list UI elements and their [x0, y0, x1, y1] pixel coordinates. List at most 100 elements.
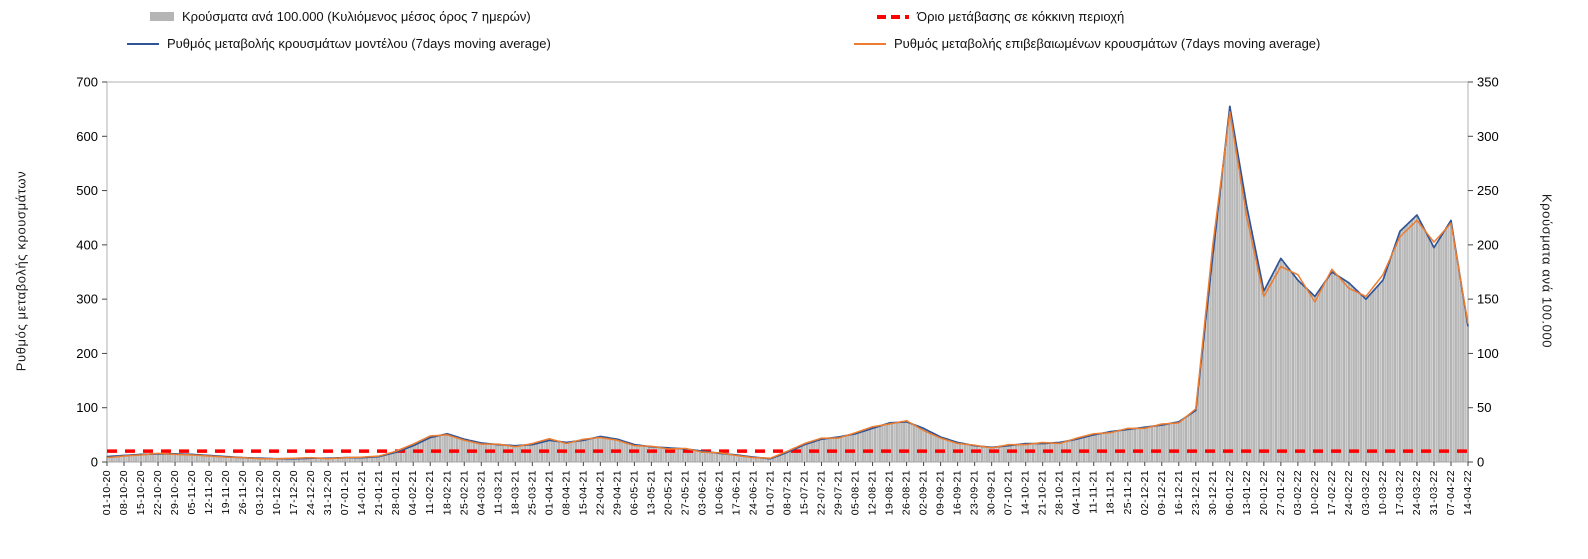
svg-text:13-05-21: 13-05-21 [645, 470, 657, 515]
svg-text:04-02-21: 04-02-21 [407, 470, 419, 515]
bars-series-cases-per-100k [106, 105, 1469, 463]
svg-text:07-04-22: 07-04-22 [1445, 470, 1457, 515]
svg-text:350: 350 [1477, 75, 1499, 90]
svg-text:24-12-20: 24-12-20 [305, 470, 317, 515]
svg-text:31-12-20: 31-12-20 [322, 470, 334, 515]
svg-text:20-01-22: 20-01-22 [1258, 470, 1270, 515]
svg-text:27-05-21: 27-05-21 [679, 470, 691, 515]
svg-text:03-02-22: 03-02-22 [1292, 470, 1304, 515]
svg-text:01-10-20: 01-10-20 [101, 470, 113, 515]
blue-line-swatch-icon [127, 42, 159, 45]
svg-text:10-02-22: 10-02-22 [1309, 470, 1321, 515]
svg-text:02-12-21: 02-12-21 [1139, 470, 1151, 515]
svg-text:26-11-20: 26-11-20 [237, 470, 249, 514]
svg-text:14-01-21: 14-01-21 [356, 470, 368, 515]
svg-text:01-07-21: 01-07-21 [764, 470, 776, 515]
legend-label-model-rate: Ρυθμός μεταβολής κρουσμάτων μοντέλου (7d… [167, 36, 551, 51]
svg-text:19-08-21: 19-08-21 [884, 470, 896, 515]
svg-text:700: 700 [76, 75, 98, 90]
svg-text:22-04-21: 22-04-21 [594, 470, 606, 515]
confirmed-rate-line [106, 111, 1469, 460]
svg-text:27-01-22: 27-01-22 [1275, 470, 1287, 515]
svg-text:15-07-21: 15-07-21 [799, 470, 811, 515]
svg-text:17-02-22: 17-02-22 [1326, 470, 1338, 515]
svg-text:200: 200 [1477, 237, 1499, 252]
svg-text:03-03-22: 03-03-22 [1360, 470, 1372, 515]
legend-item-cases-per-100k: Κρούσματα ανά 100.000 (Κυλιόμενος μέσος … [150, 10, 531, 23]
svg-text:50: 50 [1477, 400, 1491, 415]
svg-text:100: 100 [1477, 346, 1499, 361]
svg-text:09-12-21: 09-12-21 [1156, 470, 1168, 515]
svg-text:30-12-21: 30-12-21 [1207, 470, 1219, 515]
dashed-line-swatch-icon [877, 14, 909, 19]
svg-text:18-03-21: 18-03-21 [509, 470, 521, 515]
svg-text:22-10-20: 22-10-20 [152, 470, 164, 515]
svg-text:100: 100 [76, 400, 98, 415]
svg-text:04-11-21: 04-11-21 [1071, 470, 1083, 514]
svg-text:14-10-21: 14-10-21 [1020, 470, 1032, 515]
svg-text:03-12-20: 03-12-20 [254, 470, 266, 515]
svg-text:20-05-21: 20-05-21 [662, 470, 674, 515]
svg-text:28-10-21: 28-10-21 [1054, 470, 1066, 515]
svg-text:24-03-22: 24-03-22 [1411, 470, 1423, 515]
svg-text:07-10-21: 07-10-21 [1003, 470, 1015, 515]
svg-text:0: 0 [1477, 455, 1484, 470]
svg-text:18-02-21: 18-02-21 [441, 470, 453, 515]
svg-text:13-01-22: 13-01-22 [1241, 470, 1253, 515]
svg-text:17-12-20: 17-12-20 [288, 470, 300, 515]
svg-text:29-07-21: 29-07-21 [833, 470, 845, 515]
svg-text:15-10-20: 15-10-20 [135, 470, 147, 515]
svg-text:04-03-21: 04-03-21 [475, 470, 487, 515]
svg-text:25-11-21: 25-11-21 [1122, 470, 1134, 514]
svg-text:23-09-21: 23-09-21 [969, 470, 981, 515]
svg-text:09-09-21: 09-09-21 [935, 470, 947, 515]
svg-text:10-12-20: 10-12-20 [271, 470, 283, 515]
svg-text:24-06-21: 24-06-21 [747, 470, 759, 515]
legend-label-red-threshold: Όριο μετάβασης σε κόκκινη περιοχή [917, 9, 1125, 24]
svg-text:21-10-21: 21-10-21 [1037, 470, 1049, 515]
legend-item-confirmed-rate: Ρυθμός μεταβολής επιβεβαιωμένων κρουσμάτ… [854, 37, 1320, 50]
svg-text:300: 300 [1477, 129, 1499, 144]
svg-text:600: 600 [76, 129, 98, 144]
legend-label-cases-per-100k: Κρούσματα ανά 100.000 (Κυλιόμενος μέσος … [182, 9, 531, 24]
svg-text:06-05-21: 06-05-21 [628, 470, 640, 515]
svg-text:03-06-21: 03-06-21 [696, 470, 708, 515]
svg-text:17-03-22: 17-03-22 [1394, 470, 1406, 515]
svg-text:31-03-22: 31-03-22 [1428, 470, 1440, 515]
bar-series-swatch-icon [150, 12, 174, 21]
svg-text:22-07-21: 22-07-21 [816, 470, 828, 515]
svg-text:10-03-22: 10-03-22 [1377, 470, 1389, 515]
svg-text:30-09-21: 30-09-21 [986, 470, 998, 515]
svg-text:15-04-21: 15-04-21 [577, 470, 589, 515]
svg-text:11-02-21: 11-02-21 [424, 470, 436, 514]
x-axis-date-labels: 01-10-20 08-10-20 15-10-20 22-10-20 29-10-20… [101, 462, 1474, 515]
svg-text:01-04-21: 01-04-21 [543, 470, 555, 515]
svg-text:200: 200 [76, 346, 98, 361]
svg-text:29-04-21: 29-04-21 [611, 470, 623, 515]
orange-line-swatch-icon [854, 42, 886, 45]
svg-text:300: 300 [76, 292, 98, 307]
svg-text:150: 150 [1477, 292, 1499, 307]
svg-text:500: 500 [76, 183, 98, 198]
svg-text:12-11-20: 12-11-20 [203, 470, 215, 514]
svg-text:29-10-20: 29-10-20 [169, 470, 181, 515]
svg-text:05-11-20: 05-11-20 [186, 470, 198, 514]
svg-text:11-03-21: 11-03-21 [492, 470, 504, 514]
svg-text:21-01-21: 21-01-21 [373, 470, 385, 515]
svg-text:19-11-20: 19-11-20 [220, 470, 232, 514]
svg-text:10-06-21: 10-06-21 [713, 470, 725, 515]
svg-text:05-08-21: 05-08-21 [850, 470, 862, 515]
svg-text:08-07-21: 08-07-21 [782, 470, 794, 515]
legend-item-model-rate: Ρυθμός μεταβολής κρουσμάτων μοντέλου (7d… [127, 37, 551, 50]
svg-text:250: 250 [1477, 183, 1499, 198]
svg-text:26-08-21: 26-08-21 [901, 470, 913, 515]
svg-text:25-03-21: 25-03-21 [526, 470, 538, 515]
svg-text:06-01-22: 06-01-22 [1224, 470, 1236, 515]
svg-text:14-04-22: 14-04-22 [1462, 470, 1474, 515]
svg-text:17-06-21: 17-06-21 [730, 470, 742, 515]
svg-text:24-02-22: 24-02-22 [1343, 470, 1355, 515]
legend-item-red-threshold: Όριο μετάβασης σε κόκκινη περιοχή [877, 10, 1124, 23]
svg-text:16-09-21: 16-09-21 [952, 470, 964, 515]
